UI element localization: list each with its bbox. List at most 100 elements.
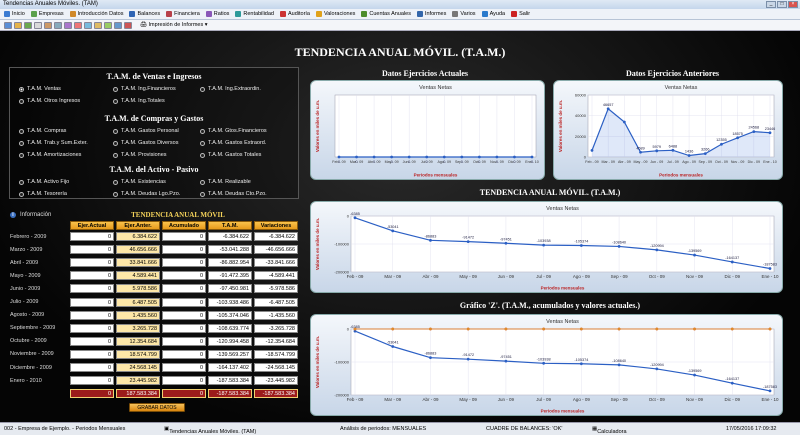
menu-item[interactable]: Informes bbox=[416, 11, 446, 17]
window-title: Tendencias Anuales Móviles. (TAM) bbox=[3, 1, 98, 7]
x-axis-label: Periodos mensuales bbox=[541, 286, 585, 291]
option-activo[interactable]: T.A.M. Existencias bbox=[113, 179, 166, 185]
radio-icon[interactable] bbox=[200, 179, 205, 185]
radio-icon[interactable] bbox=[19, 191, 24, 197]
option-compras[interactable]: T.A.M. Gtos.Financieros bbox=[200, 128, 267, 134]
menu-icon bbox=[205, 11, 212, 17]
data-label: 0 bbox=[496, 160, 498, 164]
radio-icon[interactable] bbox=[113, 179, 118, 185]
menu-item[interactable]: Financiera bbox=[166, 11, 200, 17]
option-activo[interactable]: T.A.M. Activo Fijo bbox=[19, 179, 69, 185]
option-compras[interactable]: T.A.M. Provisiones bbox=[113, 152, 167, 158]
table-cell-tam: -139.569.257 bbox=[208, 349, 252, 359]
save-icon[interactable] bbox=[24, 21, 32, 29]
calculator-icon[interactable] bbox=[84, 21, 92, 29]
radio-icon[interactable] bbox=[113, 86, 118, 92]
menu-item[interactable]: Ayuda bbox=[481, 11, 505, 17]
chart-icon[interactable] bbox=[104, 21, 112, 29]
option-ventas[interactable]: T.A.M. Ing.Totales bbox=[113, 98, 165, 104]
y-tick-label: 0 bbox=[347, 327, 350, 332]
maximize-button[interactable]: □ bbox=[777, 1, 787, 8]
save-data-button[interactable]: GRABAR DATOS bbox=[129, 403, 185, 412]
radio-icon[interactable] bbox=[19, 152, 24, 158]
x-tick-label: Abr - 09 bbox=[422, 274, 439, 279]
edit-icon[interactable] bbox=[44, 21, 52, 29]
radio-icon[interactable] bbox=[19, 128, 24, 134]
menu-item[interactable]: Balances bbox=[129, 11, 160, 17]
data-label: -91472 bbox=[462, 236, 474, 240]
info-button[interactable]: i Información bbox=[10, 212, 51, 218]
menu-item[interactable]: Varios bbox=[452, 11, 476, 17]
option-compras[interactable]: T.A.M. Gastos Extraord. bbox=[200, 140, 266, 146]
table-cell-actual[interactable]: 0 bbox=[70, 297, 114, 307]
radio-icon[interactable] bbox=[200, 152, 205, 158]
table-cell-actual[interactable]: 0 bbox=[70, 323, 114, 333]
option-activo[interactable]: T.A.M. Deudas Cto.Pzo. bbox=[200, 191, 267, 197]
calculator-button[interactable]: ▦ Calculadora bbox=[592, 426, 627, 435]
close-button[interactable]: × bbox=[788, 1, 798, 8]
table-cell-actual[interactable]: 0 bbox=[70, 245, 114, 255]
radio-icon[interactable] bbox=[200, 140, 205, 146]
menu-item[interactable]: Cuentas Anuales bbox=[361, 11, 411, 17]
radio-icon[interactable] bbox=[19, 98, 24, 104]
table-cell-actual[interactable]: 0 bbox=[70, 258, 114, 268]
menu-item[interactable]: Empresas bbox=[30, 11, 64, 17]
option-ventas[interactable]: T.A.M. Ing.Financieros bbox=[113, 86, 176, 92]
new-icon[interactable] bbox=[4, 21, 12, 29]
exit-icon[interactable] bbox=[124, 21, 132, 29]
print-icon[interactable] bbox=[34, 21, 42, 29]
radio-icon[interactable] bbox=[113, 152, 118, 158]
option-activo[interactable]: T.A.M. Tesorería bbox=[19, 191, 67, 197]
report-printing-dropdown[interactable]: 🖨 Impresión de Informes ▾ bbox=[140, 22, 208, 28]
radio-icon[interactable] bbox=[19, 140, 24, 146]
option-compras[interactable]: T.A.M. Gastos Totales bbox=[200, 152, 261, 158]
table-cell-actual[interactable]: 0 bbox=[70, 310, 114, 320]
option-compras[interactable]: T.A.M. Trab.y Sum.Exter. bbox=[19, 140, 88, 146]
menu-item-label: Cuentas Anuales bbox=[369, 11, 411, 17]
table-cell-actual[interactable]: 0 bbox=[70, 349, 114, 359]
help-icon[interactable] bbox=[114, 21, 122, 29]
menu-item[interactable]: Rentabilidad bbox=[235, 11, 274, 17]
menu-item[interactable]: Auditoría bbox=[279, 11, 310, 17]
menu-item[interactable]: Valoraciones bbox=[315, 11, 355, 17]
radio-icon[interactable] bbox=[200, 128, 205, 134]
menu-item[interactable]: Ratios bbox=[205, 11, 229, 17]
radio-icon[interactable] bbox=[113, 140, 118, 146]
menu-item[interactable]: Salir bbox=[511, 11, 530, 17]
option-activo[interactable]: T.A.M. Deudas Lgo.Pzo. bbox=[113, 191, 180, 197]
radio-icon[interactable] bbox=[200, 191, 205, 197]
option-ventas[interactable]: T.A.M. Otros Ingresos bbox=[19, 98, 80, 104]
radio-icon[interactable] bbox=[19, 179, 24, 185]
x-tick-label: Mar - 09 bbox=[384, 274, 401, 279]
menu-item[interactable]: Inicio bbox=[4, 11, 25, 17]
option-label: T.A.M. Otros Ingresos bbox=[27, 98, 81, 104]
x-tick-label: Oct - 09 bbox=[649, 274, 666, 279]
table-cell-actual[interactable]: 0 bbox=[70, 232, 114, 241]
option-compras[interactable]: T.A.M. Gastos Diversos bbox=[113, 140, 178, 146]
table-cell-actual[interactable]: 0 bbox=[70, 271, 114, 281]
option-compras[interactable]: T.A.M. Compras bbox=[19, 128, 66, 134]
radio-icon[interactable] bbox=[200, 86, 205, 92]
radio-icon[interactable] bbox=[113, 98, 118, 104]
data-point bbox=[466, 327, 470, 331]
option-ventas[interactable]: T.A.M. Ing.Extraordin. bbox=[200, 86, 261, 92]
menu-item[interactable]: Introducción Datos bbox=[69, 11, 123, 17]
radio-icon[interactable] bbox=[113, 191, 118, 197]
copy-icon[interactable] bbox=[54, 21, 62, 29]
radio-icon[interactable] bbox=[113, 128, 118, 134]
radio-icon[interactable] bbox=[19, 86, 24, 92]
minimize-button[interactable]: _ bbox=[766, 1, 776, 8]
table-cell-actual[interactable]: 0 bbox=[70, 284, 114, 294]
table-cell-actual[interactable]: 0 bbox=[70, 336, 114, 346]
open-folder-icon[interactable] bbox=[14, 21, 22, 29]
calendar-icon[interactable] bbox=[94, 21, 102, 29]
x-tick-label: Jun - 09 bbox=[650, 160, 663, 164]
paste-icon[interactable] bbox=[64, 21, 72, 29]
option-compras[interactable]: T.A.M. Gastos Personal bbox=[113, 128, 179, 134]
delete-icon[interactable] bbox=[74, 21, 82, 29]
table-cell-actual[interactable]: 0 bbox=[70, 376, 114, 386]
table-cell-actual[interactable]: 0 bbox=[70, 363, 114, 372]
option-compras[interactable]: T.A.M. Amortizaciones bbox=[19, 152, 81, 158]
option-activo[interactable]: T.A.M. Realizable bbox=[200, 179, 251, 185]
option-ventas[interactable]: T.A.M. Ventas bbox=[19, 86, 61, 92]
